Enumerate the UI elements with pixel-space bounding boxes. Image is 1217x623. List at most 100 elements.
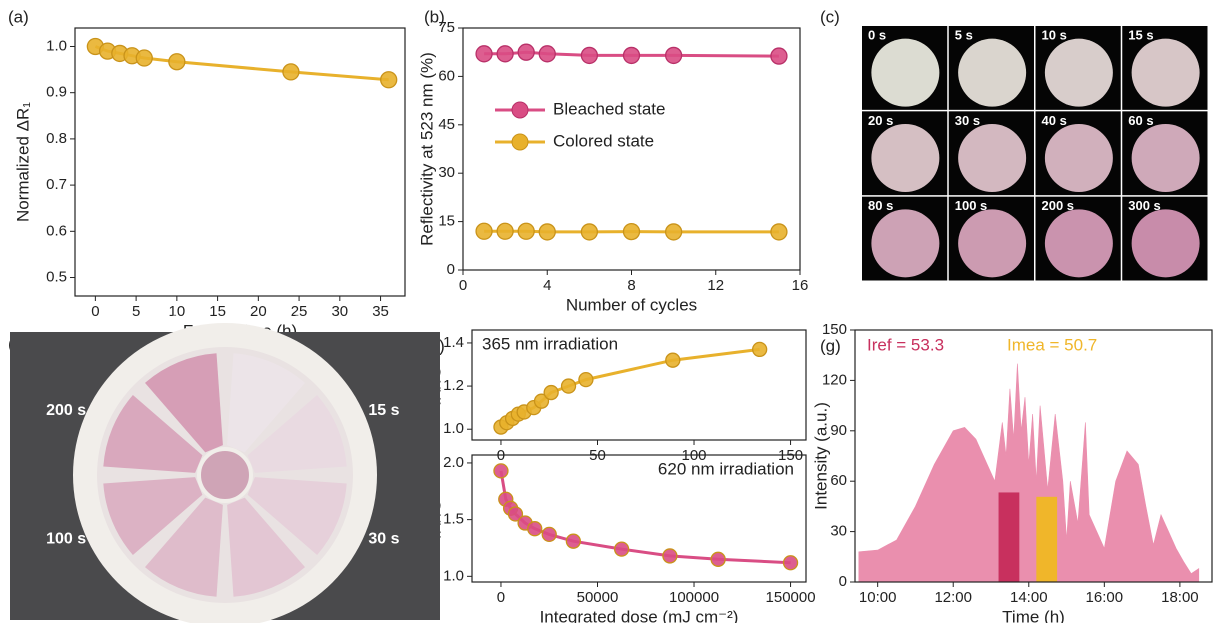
- marker: [666, 224, 682, 240]
- x-tick-label: 18:00: [1161, 589, 1199, 606]
- area: [859, 364, 1199, 582]
- photo-label: 40 s: [1042, 113, 1067, 128]
- wheel-label: 0 s: [280, 311, 302, 328]
- marker: [497, 46, 513, 62]
- y-tick-label: 75: [438, 19, 455, 36]
- y-tick-label: 1.0: [443, 420, 464, 437]
- photo-sample: [1045, 39, 1113, 107]
- y-tick-label: 1.4: [443, 334, 464, 351]
- y-tick-label: 0: [839, 573, 847, 590]
- x-tick-label: 150000: [766, 589, 816, 606]
- marker: [136, 50, 152, 66]
- marker: [771, 224, 787, 240]
- y-tick-label: 60: [438, 67, 455, 84]
- photo-label: 10 s: [1042, 27, 1067, 42]
- x-tick-label: 12: [707, 277, 724, 294]
- marker: [711, 552, 725, 566]
- y-tick-label: 120: [822, 371, 847, 388]
- photo-label: 200 s: [1042, 198, 1075, 213]
- marker: [528, 522, 542, 536]
- x-tick-label: 0: [91, 303, 99, 320]
- x-axis-label: Time (h): [1002, 607, 1065, 623]
- y-tick-label: 1.2: [443, 377, 464, 394]
- marker: [579, 373, 593, 387]
- photo-sample: [958, 124, 1026, 192]
- marker: [497, 223, 513, 239]
- panel-label: (c): [820, 7, 840, 26]
- legend-label: Bleached state: [553, 99, 665, 118]
- marker: [666, 353, 680, 367]
- x-tick-label: 35: [372, 303, 389, 320]
- marker: [544, 386, 558, 400]
- x-tick-label: 4: [543, 277, 551, 294]
- marker: [381, 72, 397, 88]
- annotation: 620 nm irradiation: [658, 459, 794, 478]
- marker: [518, 223, 534, 239]
- x-tick-label: 50000: [577, 589, 619, 606]
- y-axis-label: Intensity (a.u.): [811, 402, 830, 510]
- x-tick-label: 16: [792, 277, 809, 294]
- marker: [566, 534, 580, 548]
- y-tick-label: 150: [822, 321, 847, 338]
- x-axis-label: Number of cycles: [566, 295, 697, 314]
- marker: [518, 44, 534, 60]
- photo-label: 20 s: [868, 113, 893, 128]
- marker: [771, 48, 787, 64]
- wheel-label: 300 s: [139, 311, 179, 328]
- panel-label: (g): [820, 336, 841, 355]
- x-axis-label: Integrated dose (mJ cm⁻²): [540, 607, 739, 623]
- y-tick-label: 1.5: [443, 511, 464, 528]
- y-tick-label: 30: [830, 523, 847, 540]
- marker: [476, 46, 492, 62]
- photo-sample: [1132, 39, 1200, 107]
- photo-label: 5 s: [955, 27, 973, 42]
- x-tick-label: 0: [459, 277, 467, 294]
- photo-sample: [958, 39, 1026, 107]
- photo-label: 300 s: [1128, 198, 1161, 213]
- wheel-hub: [199, 449, 251, 501]
- bar: [999, 492, 1020, 582]
- marker: [663, 549, 677, 563]
- y-tick-label: 1.0: [443, 567, 464, 584]
- photo-sample: [1132, 124, 1200, 192]
- photo-sample: [1132, 209, 1200, 277]
- y-tick-label: 0: [447, 261, 455, 278]
- marker: [624, 47, 640, 63]
- photo-sample: [871, 39, 939, 107]
- y-tick-label: 30: [438, 164, 455, 181]
- photo-label: 60 s: [1128, 113, 1153, 128]
- y-tick-label: 1.0: [46, 37, 67, 54]
- x-tick-label: 14:00: [1010, 589, 1048, 606]
- y-tick-label: 15: [438, 213, 455, 230]
- photo-sample: [871, 209, 939, 277]
- marker: [283, 64, 299, 80]
- annotation: 365 nm irradiation: [482, 334, 618, 353]
- wheel-label: 30 s: [368, 531, 399, 548]
- y-tick-label: 0.8: [46, 130, 67, 147]
- panel-label: (a): [8, 7, 29, 26]
- marker: [494, 464, 508, 478]
- x-tick-label: 12:00: [934, 589, 972, 606]
- legend-marker: [512, 134, 528, 150]
- photo-sample: [871, 124, 939, 192]
- marker: [581, 224, 597, 240]
- marker: [615, 542, 629, 556]
- y-axis-label: Reflectivity at 523 nm (%): [417, 52, 436, 246]
- bar: [1036, 497, 1057, 582]
- series-line: [501, 471, 791, 563]
- wheel-label: 200 s: [46, 402, 86, 419]
- wheel-label: 15 s: [368, 402, 399, 419]
- wheel-label: 100 s: [46, 531, 86, 548]
- figure: (a)051015202530350.50.60.70.80.91.0Fadin…: [0, 0, 1217, 623]
- marker: [542, 527, 556, 541]
- y-tick-label: 90: [830, 422, 847, 439]
- legend-label: Colored state: [553, 131, 654, 150]
- y-tick-label: 0.9: [46, 84, 67, 101]
- bar-label: Iref = 53.3: [867, 335, 944, 354]
- x-tick-label: 15: [209, 303, 226, 320]
- y-tick-label: 2.0: [443, 454, 464, 471]
- photo-label: 0 s: [868, 27, 886, 42]
- y-axis-label: Normalized ΔR₁: [13, 102, 32, 222]
- y-tick-label: 0.6: [46, 222, 67, 239]
- x-tick-label: 8: [627, 277, 635, 294]
